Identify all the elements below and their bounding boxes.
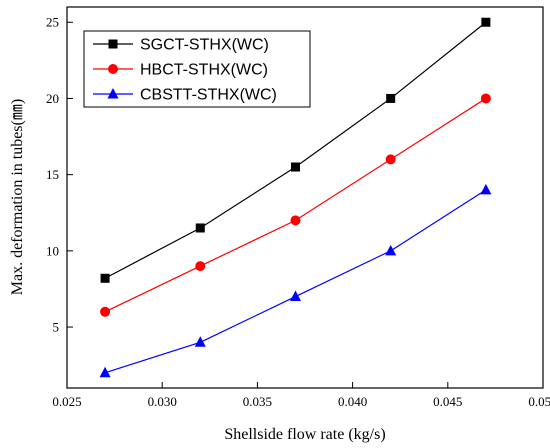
data-point-circle: [290, 215, 301, 226]
data-point-circle: [100, 306, 111, 317]
series-3: [99, 183, 492, 378]
y-axis-title: Max. deformation in tubes(㎜): [9, 99, 26, 295]
data-point-square: [108, 39, 118, 49]
series-2: [100, 93, 491, 317]
series-line: [104, 97, 487, 313]
y-tick-label: 5: [53, 320, 60, 335]
data-point-triangle: [385, 244, 397, 256]
data-point-square: [290, 162, 300, 172]
legend-item-1: SGCT-STHX(WC): [93, 37, 269, 54]
y-tick-label: 10: [46, 243, 59, 258]
x-tick-label: 0.025: [52, 394, 81, 409]
x-tick-label: 0.035: [243, 394, 272, 409]
data-point-circle: [108, 64, 118, 74]
data-point-triangle: [289, 290, 301, 302]
data-point-circle: [480, 93, 491, 104]
legend: SGCT-STHX(WC) HBCT-STHX(WC) CBSTT-STHX(WC): [83, 30, 311, 108]
legend-label: SGCT-STHX(WC): [140, 37, 269, 54]
x-axis-title: Shellside flow rate (kg/s): [224, 426, 385, 443]
data-point-square: [100, 273, 110, 283]
data-point-triangle: [194, 336, 206, 347]
legend-item-2: HBCT-STHX(WC): [93, 62, 268, 79]
data-point-square: [386, 93, 396, 103]
y-tick-label: 25: [46, 15, 59, 30]
y-tick-label: 15: [46, 167, 59, 182]
legend-label: HBCT-STHX(WC): [140, 62, 268, 79]
data-point-square: [481, 17, 491, 27]
plot-frame: [66, 6, 544, 389]
x-tick-label: 0.050: [528, 394, 550, 409]
x-tick-label: 0.040: [338, 394, 367, 409]
x-tick-label: 0.030: [148, 394, 177, 409]
series-1: [100, 17, 491, 283]
x-tick-label: 0.045: [433, 394, 462, 409]
series-layer: [99, 17, 492, 378]
data-point-triangle: [107, 88, 119, 99]
legend-item-3: CBSTT-STHX(WC): [93, 87, 277, 104]
data-point-circle: [385, 154, 396, 165]
ticks-layer: 0.025 0.030 0.035 0.040 0.045 0.050 5 10 15 20 25: [46, 15, 550, 409]
data-point-triangle: [99, 366, 111, 378]
legend-label: CBSTT-STHX(WC): [140, 87, 277, 104]
data-point-triangle: [480, 183, 492, 195]
data-point-square: [195, 223, 205, 233]
y-tick-label: 20: [46, 91, 59, 106]
data-point-circle: [195, 261, 206, 272]
